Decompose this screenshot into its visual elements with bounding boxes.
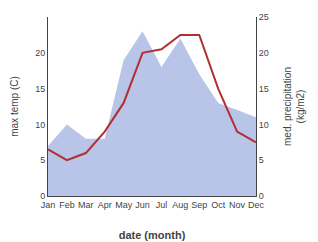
svg-text:0: 0	[259, 191, 264, 201]
svg-text:Oct: Oct	[211, 200, 226, 210]
svg-text:Jan: Jan	[41, 200, 56, 210]
svg-text:Mar: Mar	[78, 200, 94, 210]
svg-text:Aug: Aug	[172, 200, 188, 210]
svg-text:date (month): date (month)	[119, 229, 186, 241]
svg-text:5: 5	[259, 155, 264, 165]
svg-text:25: 25	[259, 12, 269, 22]
svg-text:0: 0	[40, 191, 45, 201]
svg-text:Jun: Jun	[135, 200, 150, 210]
svg-text:20: 20	[259, 48, 269, 58]
svg-text:10: 10	[35, 120, 45, 130]
svg-text:15: 15	[259, 84, 269, 94]
svg-text:Feb: Feb	[59, 200, 75, 210]
svg-text:Nov: Nov	[229, 200, 246, 210]
svg-text:Sep: Sep	[191, 200, 207, 210]
svg-text:May: May	[115, 200, 133, 210]
svg-text:5: 5	[40, 155, 45, 165]
svg-text:Apr: Apr	[98, 200, 112, 210]
svg-text:Jul: Jul	[156, 200, 168, 210]
svg-text:Dec: Dec	[248, 200, 265, 210]
svg-text:med. precipitation(kg/m2): med. precipitation(kg/m2)	[282, 67, 306, 146]
svg-text:10: 10	[259, 120, 269, 130]
svg-text:15: 15	[35, 84, 45, 94]
svg-text:max temp (C): max temp (C)	[9, 76, 20, 137]
svg-text:20: 20	[35, 48, 45, 58]
